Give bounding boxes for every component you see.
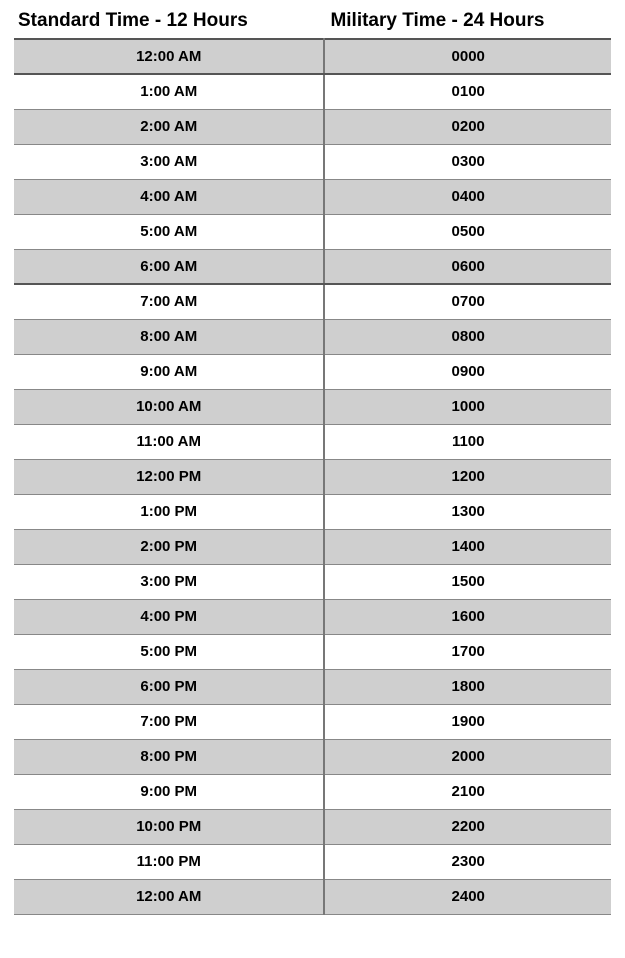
cell-military-time: 2400 xyxy=(324,879,611,914)
cell-standard-time: 10:00 PM xyxy=(14,809,324,844)
cell-military-time: 1400 xyxy=(324,529,611,564)
cell-standard-time: 7:00 AM xyxy=(14,284,324,319)
time-conversion-table-container: Standard Time - 12 Hours Military Time -… xyxy=(0,0,625,915)
cell-military-time: 1500 xyxy=(324,564,611,599)
cell-military-time: 1000 xyxy=(324,389,611,424)
cell-military-time: 1600 xyxy=(324,599,611,634)
cell-standard-time: 6:00 PM xyxy=(14,669,324,704)
cell-standard-time: 6:00 AM xyxy=(14,249,324,284)
table-row: 11:00 PM2300 xyxy=(14,844,611,879)
table-row: 12:00 PM1200 xyxy=(14,459,611,494)
cell-military-time: 2100 xyxy=(324,774,611,809)
cell-standard-time: 5:00 PM xyxy=(14,634,324,669)
table-row: 5:00 PM1700 xyxy=(14,634,611,669)
cell-military-time: 1100 xyxy=(324,424,611,459)
cell-military-time: 1300 xyxy=(324,494,611,529)
cell-military-time: 0100 xyxy=(324,74,611,109)
cell-military-time: 0200 xyxy=(324,109,611,144)
cell-standard-time: 4:00 PM xyxy=(14,599,324,634)
table-row: 10:00 PM2200 xyxy=(14,809,611,844)
cell-standard-time: 9:00 AM xyxy=(14,354,324,389)
table-row: 3:00 AM0300 xyxy=(14,144,611,179)
table-row: 6:00 PM1800 xyxy=(14,669,611,704)
table-row: 1:00 PM1300 xyxy=(14,494,611,529)
header-military-time: Military Time - 24 Hours xyxy=(324,10,611,32)
table-row: 4:00 AM0400 xyxy=(14,179,611,214)
cell-military-time: 2200 xyxy=(324,809,611,844)
table-row: 8:00 PM2000 xyxy=(14,739,611,774)
table-row: 9:00 AM0900 xyxy=(14,354,611,389)
cell-military-time: 0700 xyxy=(324,284,611,319)
cell-standard-time: 10:00 AM xyxy=(14,389,324,424)
table-row: 7:00 PM1900 xyxy=(14,704,611,739)
cell-military-time: 1200 xyxy=(324,459,611,494)
cell-standard-time: 3:00 PM xyxy=(14,564,324,599)
table-row: 2:00 PM1400 xyxy=(14,529,611,564)
table-headers: Standard Time - 12 Hours Military Time -… xyxy=(14,10,611,38)
cell-military-time: 0800 xyxy=(324,319,611,354)
cell-military-time: 0600 xyxy=(324,249,611,284)
cell-military-time: 1900 xyxy=(324,704,611,739)
cell-standard-time: 5:00 AM xyxy=(14,214,324,249)
cell-standard-time: 12:00 PM xyxy=(14,459,324,494)
cell-standard-time: 4:00 AM xyxy=(14,179,324,214)
cell-military-time: 1800 xyxy=(324,669,611,704)
table-row: 8:00 AM0800 xyxy=(14,319,611,354)
table-row: 9:00 PM2100 xyxy=(14,774,611,809)
cell-standard-time: 9:00 PM xyxy=(14,774,324,809)
time-conversion-table: 12:00 AM00001:00 AM01002:00 AM02003:00 A… xyxy=(14,38,611,915)
cell-standard-time: 11:00 PM xyxy=(14,844,324,879)
cell-military-time: 0900 xyxy=(324,354,611,389)
table-row: 12:00 AM2400 xyxy=(14,879,611,914)
cell-standard-time: 8:00 PM xyxy=(14,739,324,774)
cell-standard-time: 2:00 AM xyxy=(14,109,324,144)
table-row: 12:00 AM0000 xyxy=(14,39,611,74)
table-row: 4:00 PM1600 xyxy=(14,599,611,634)
table-row: 11:00 AM1100 xyxy=(14,424,611,459)
cell-military-time: 0500 xyxy=(324,214,611,249)
cell-standard-time: 12:00 AM xyxy=(14,879,324,914)
cell-military-time: 1700 xyxy=(324,634,611,669)
cell-standard-time: 7:00 PM xyxy=(14,704,324,739)
table-row: 7:00 AM0700 xyxy=(14,284,611,319)
cell-standard-time: 12:00 AM xyxy=(14,39,324,74)
cell-military-time: 2000 xyxy=(324,739,611,774)
cell-standard-time: 8:00 AM xyxy=(14,319,324,354)
table-row: 3:00 PM1500 xyxy=(14,564,611,599)
table-row: 6:00 AM0600 xyxy=(14,249,611,284)
cell-military-time: 0400 xyxy=(324,179,611,214)
table-row: 5:00 AM0500 xyxy=(14,214,611,249)
cell-military-time: 2300 xyxy=(324,844,611,879)
table-row: 1:00 AM0100 xyxy=(14,74,611,109)
cell-military-time: 0300 xyxy=(324,144,611,179)
cell-standard-time: 11:00 AM xyxy=(14,424,324,459)
cell-standard-time: 1:00 PM xyxy=(14,494,324,529)
table-row: 10:00 AM1000 xyxy=(14,389,611,424)
cell-standard-time: 3:00 AM xyxy=(14,144,324,179)
header-standard-time: Standard Time - 12 Hours xyxy=(14,10,324,32)
cell-standard-time: 2:00 PM xyxy=(14,529,324,564)
cell-standard-time: 1:00 AM xyxy=(14,74,324,109)
table-row: 2:00 AM0200 xyxy=(14,109,611,144)
cell-military-time: 0000 xyxy=(324,39,611,74)
